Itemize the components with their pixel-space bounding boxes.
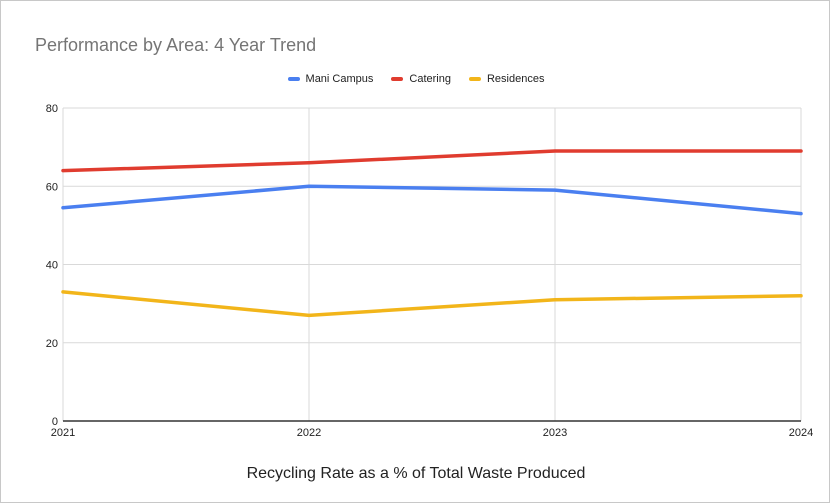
x-tick-label-2024: 2024: [789, 427, 813, 439]
x-tick-label-2023: 2023: [543, 427, 567, 439]
series-line-catering: [61, 149, 803, 173]
series-line-mani-campus: [61, 184, 803, 216]
x-tick-label-2022: 2022: [297, 427, 321, 439]
legend-item-residences: Residences: [468, 71, 545, 87]
legend-label-residences: Residences: [486, 73, 545, 85]
legend-swatch-catering: [391, 77, 404, 81]
legend-item-mani-campus: Mani Campus: [287, 71, 374, 87]
x-tick-label-2021: 2021: [51, 427, 75, 439]
y-tick-label-80: 80: [46, 103, 58, 115]
legend-item-catering: Catering: [391, 71, 451, 87]
chart-title: Performance by Area: 4 Year Trend: [35, 35, 317, 55]
legend-swatch-mani-campus: [287, 77, 300, 81]
y-tick-label-60: 60: [46, 181, 58, 193]
legend-label-mani-campus: Mani Campus: [305, 73, 374, 85]
legend-label-catering: Catering: [409, 73, 451, 85]
y-tick-label-0: 0: [52, 416, 58, 428]
y-tick-label-40: 40: [46, 260, 58, 272]
chart-legend: Mani Campus Catering Residences: [1, 71, 830, 87]
x-axis-label: Recycling Rate as a % of Total Waste Pro…: [246, 465, 586, 482]
series-line-residences: [61, 290, 803, 318]
y-tick-label-20: 20: [46, 338, 58, 350]
legend-swatch-residences: [468, 77, 481, 81]
